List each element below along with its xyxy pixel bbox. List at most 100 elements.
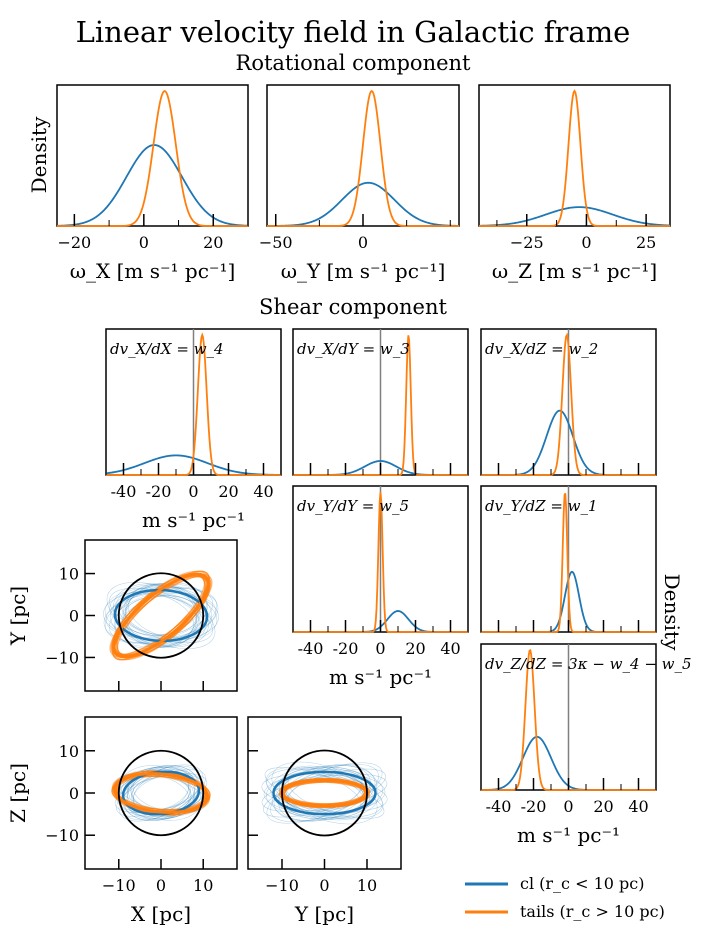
x-tick-label: −20 bbox=[57, 233, 91, 252]
cl-mean-ellipse bbox=[121, 770, 201, 816]
axes-frame bbox=[478, 84, 671, 227]
shear-density-label: Density bbox=[660, 574, 684, 651]
cl-realization bbox=[285, 776, 364, 810]
cl-realization bbox=[261, 774, 388, 812]
cl-realization bbox=[114, 773, 208, 813]
panel-label: dv_Y/dZ = w_1 bbox=[485, 497, 598, 515]
density-curve-cl bbox=[478, 206, 671, 227]
x-tick-label: 0 bbox=[375, 639, 385, 658]
x-axis-label: ω_X [m s⁻¹ pc⁻¹] bbox=[70, 259, 236, 283]
tails-realization bbox=[114, 575, 208, 656]
x-tick-label: 40 bbox=[440, 639, 460, 658]
x-tick-label: 20 bbox=[405, 639, 425, 658]
x-tick-label: 0 bbox=[563, 797, 573, 816]
cl-realization bbox=[109, 588, 213, 643]
x-tick-label: −10 bbox=[265, 876, 299, 895]
y-axis-label: Y [pc] bbox=[6, 586, 30, 646]
x-axis-label: m s⁻¹ pc⁻¹ bbox=[142, 508, 245, 532]
panel-yz_proj: −10 0 10Y [pc] bbox=[247, 716, 402, 926]
panel-omega_z: −25 0 25 ω_Z [m s⁻¹ pc⁻¹] bbox=[478, 84, 671, 283]
x-tick-label: 40 bbox=[253, 482, 273, 501]
x-tick-label: 0 bbox=[319, 876, 329, 895]
x-tick-label: 20 bbox=[218, 482, 238, 501]
tidal-radius-circle bbox=[117, 572, 205, 659]
cl-realization bbox=[132, 775, 190, 811]
x-tick-label: 0 bbox=[358, 233, 368, 252]
x-tick-label: -40 bbox=[298, 639, 324, 658]
x-tick-label: −10 bbox=[102, 876, 136, 895]
x-tick-label: 0 bbox=[581, 233, 591, 252]
cl-realization bbox=[286, 770, 363, 816]
x-tick-label: 20 bbox=[203, 233, 223, 252]
panel-label: dv_X/dZ = w_2 bbox=[485, 340, 598, 358]
cl-realization bbox=[109, 591, 213, 640]
cl-realization bbox=[126, 768, 196, 818]
cl-realization bbox=[284, 771, 365, 815]
tails-mean-ellipse bbox=[280, 778, 369, 808]
panel-label: dv_X/dX = w_4 bbox=[110, 340, 224, 358]
y-tick-label: 0 bbox=[69, 607, 79, 626]
density-curve-cl bbox=[266, 181, 460, 227]
cl-realization bbox=[114, 584, 208, 647]
x-tick-label: -20 bbox=[333, 639, 359, 658]
cl-realization bbox=[278, 767, 371, 819]
x-axis-label: m s⁻¹ pc⁻¹ bbox=[329, 665, 432, 689]
x-tick-label: -20 bbox=[521, 797, 547, 816]
x-tick-label: 25 bbox=[636, 233, 656, 252]
tails-mean-ellipse bbox=[113, 772, 209, 814]
tidal-radius-circle bbox=[117, 749, 205, 837]
cl-realization bbox=[271, 764, 378, 822]
density-curve-tails bbox=[267, 89, 459, 227]
panel-omega_x: −20 0 20 ω_X [m s⁻¹ pc⁻¹] bbox=[56, 84, 249, 283]
tails-realization bbox=[116, 573, 206, 658]
panel-label: dv_Z/dZ = 3κ − w_4 − w_5 bbox=[485, 655, 692, 673]
legend: cl (r_c < 10 pc) tails (r_c > 10 pc) bbox=[465, 874, 665, 921]
axes-frame bbox=[56, 84, 249, 227]
panel-label: dv_X/dY = w_3 bbox=[297, 340, 410, 358]
tails-mean-ellipse bbox=[112, 572, 210, 659]
cl-realization bbox=[261, 773, 388, 813]
x-tick-label: -40 bbox=[111, 482, 137, 501]
panel-xy_proj: −10 0 10 Y [pc] bbox=[6, 539, 238, 692]
cl-realization bbox=[120, 767, 202, 819]
cl-realization bbox=[116, 769, 206, 817]
x-tick-label: −25 bbox=[510, 233, 544, 252]
x-tick-label: 10 bbox=[357, 876, 377, 895]
panel-dvz_dz: -40 -20 0 20 40 m s⁻¹ pc⁻¹ dv_Z/dZ = 3κ − w_4 … bbox=[480, 643, 692, 847]
density-curve-tails bbox=[479, 89, 670, 227]
x-axis-label: ω_Z [m s⁻¹ pc⁻¹] bbox=[492, 259, 657, 283]
axes-frame bbox=[84, 539, 238, 692]
density-curve-tails bbox=[481, 332, 656, 476]
panel-omega_y: −50 0 ω_Y [m s⁻¹ pc⁻¹] bbox=[259, 84, 460, 283]
tidal-radius-circle bbox=[281, 749, 368, 837]
x-tick-label: 10 bbox=[193, 876, 213, 895]
tails-realization bbox=[115, 574, 207, 657]
panel-dvx_dz: dv_X/dZ = w_2 bbox=[480, 328, 657, 476]
cl-realization bbox=[265, 769, 384, 817]
cl-realization bbox=[271, 761, 378, 825]
density-curve-tails bbox=[293, 491, 468, 633]
x-tick-label: -40 bbox=[486, 797, 512, 816]
x-tick-label: 0 bbox=[139, 233, 149, 252]
cl-realization bbox=[264, 767, 385, 819]
cl-realization bbox=[118, 764, 204, 822]
cl-realization bbox=[125, 596, 197, 635]
density-curve-tails bbox=[106, 332, 281, 476]
panel-dvx_dy: dv_X/dY = w_3 bbox=[292, 328, 469, 476]
cl-realization bbox=[270, 766, 379, 820]
panel-dvx_dx: -40 -20 0 20 40 m s⁻¹ pc⁻¹ dv_X/dX = w_4 bbox=[105, 328, 282, 532]
cl-realization bbox=[115, 582, 207, 649]
y-tick-label: 10 bbox=[59, 742, 79, 761]
x-tick-label: -20 bbox=[146, 482, 172, 501]
x-axis-label: X [pc] bbox=[131, 902, 191, 926]
cl-realization bbox=[278, 765, 371, 821]
cl-realization bbox=[133, 775, 189, 811]
panel-dvy_dz: dv_Y/dZ = w_1 bbox=[480, 485, 657, 633]
figure-title: Linear velocity field in Galactic frame bbox=[76, 15, 631, 49]
cl-realization bbox=[263, 768, 386, 818]
cl-realization bbox=[128, 593, 194, 638]
axes-frame bbox=[84, 716, 238, 870]
y-tick-label: −10 bbox=[45, 648, 79, 667]
